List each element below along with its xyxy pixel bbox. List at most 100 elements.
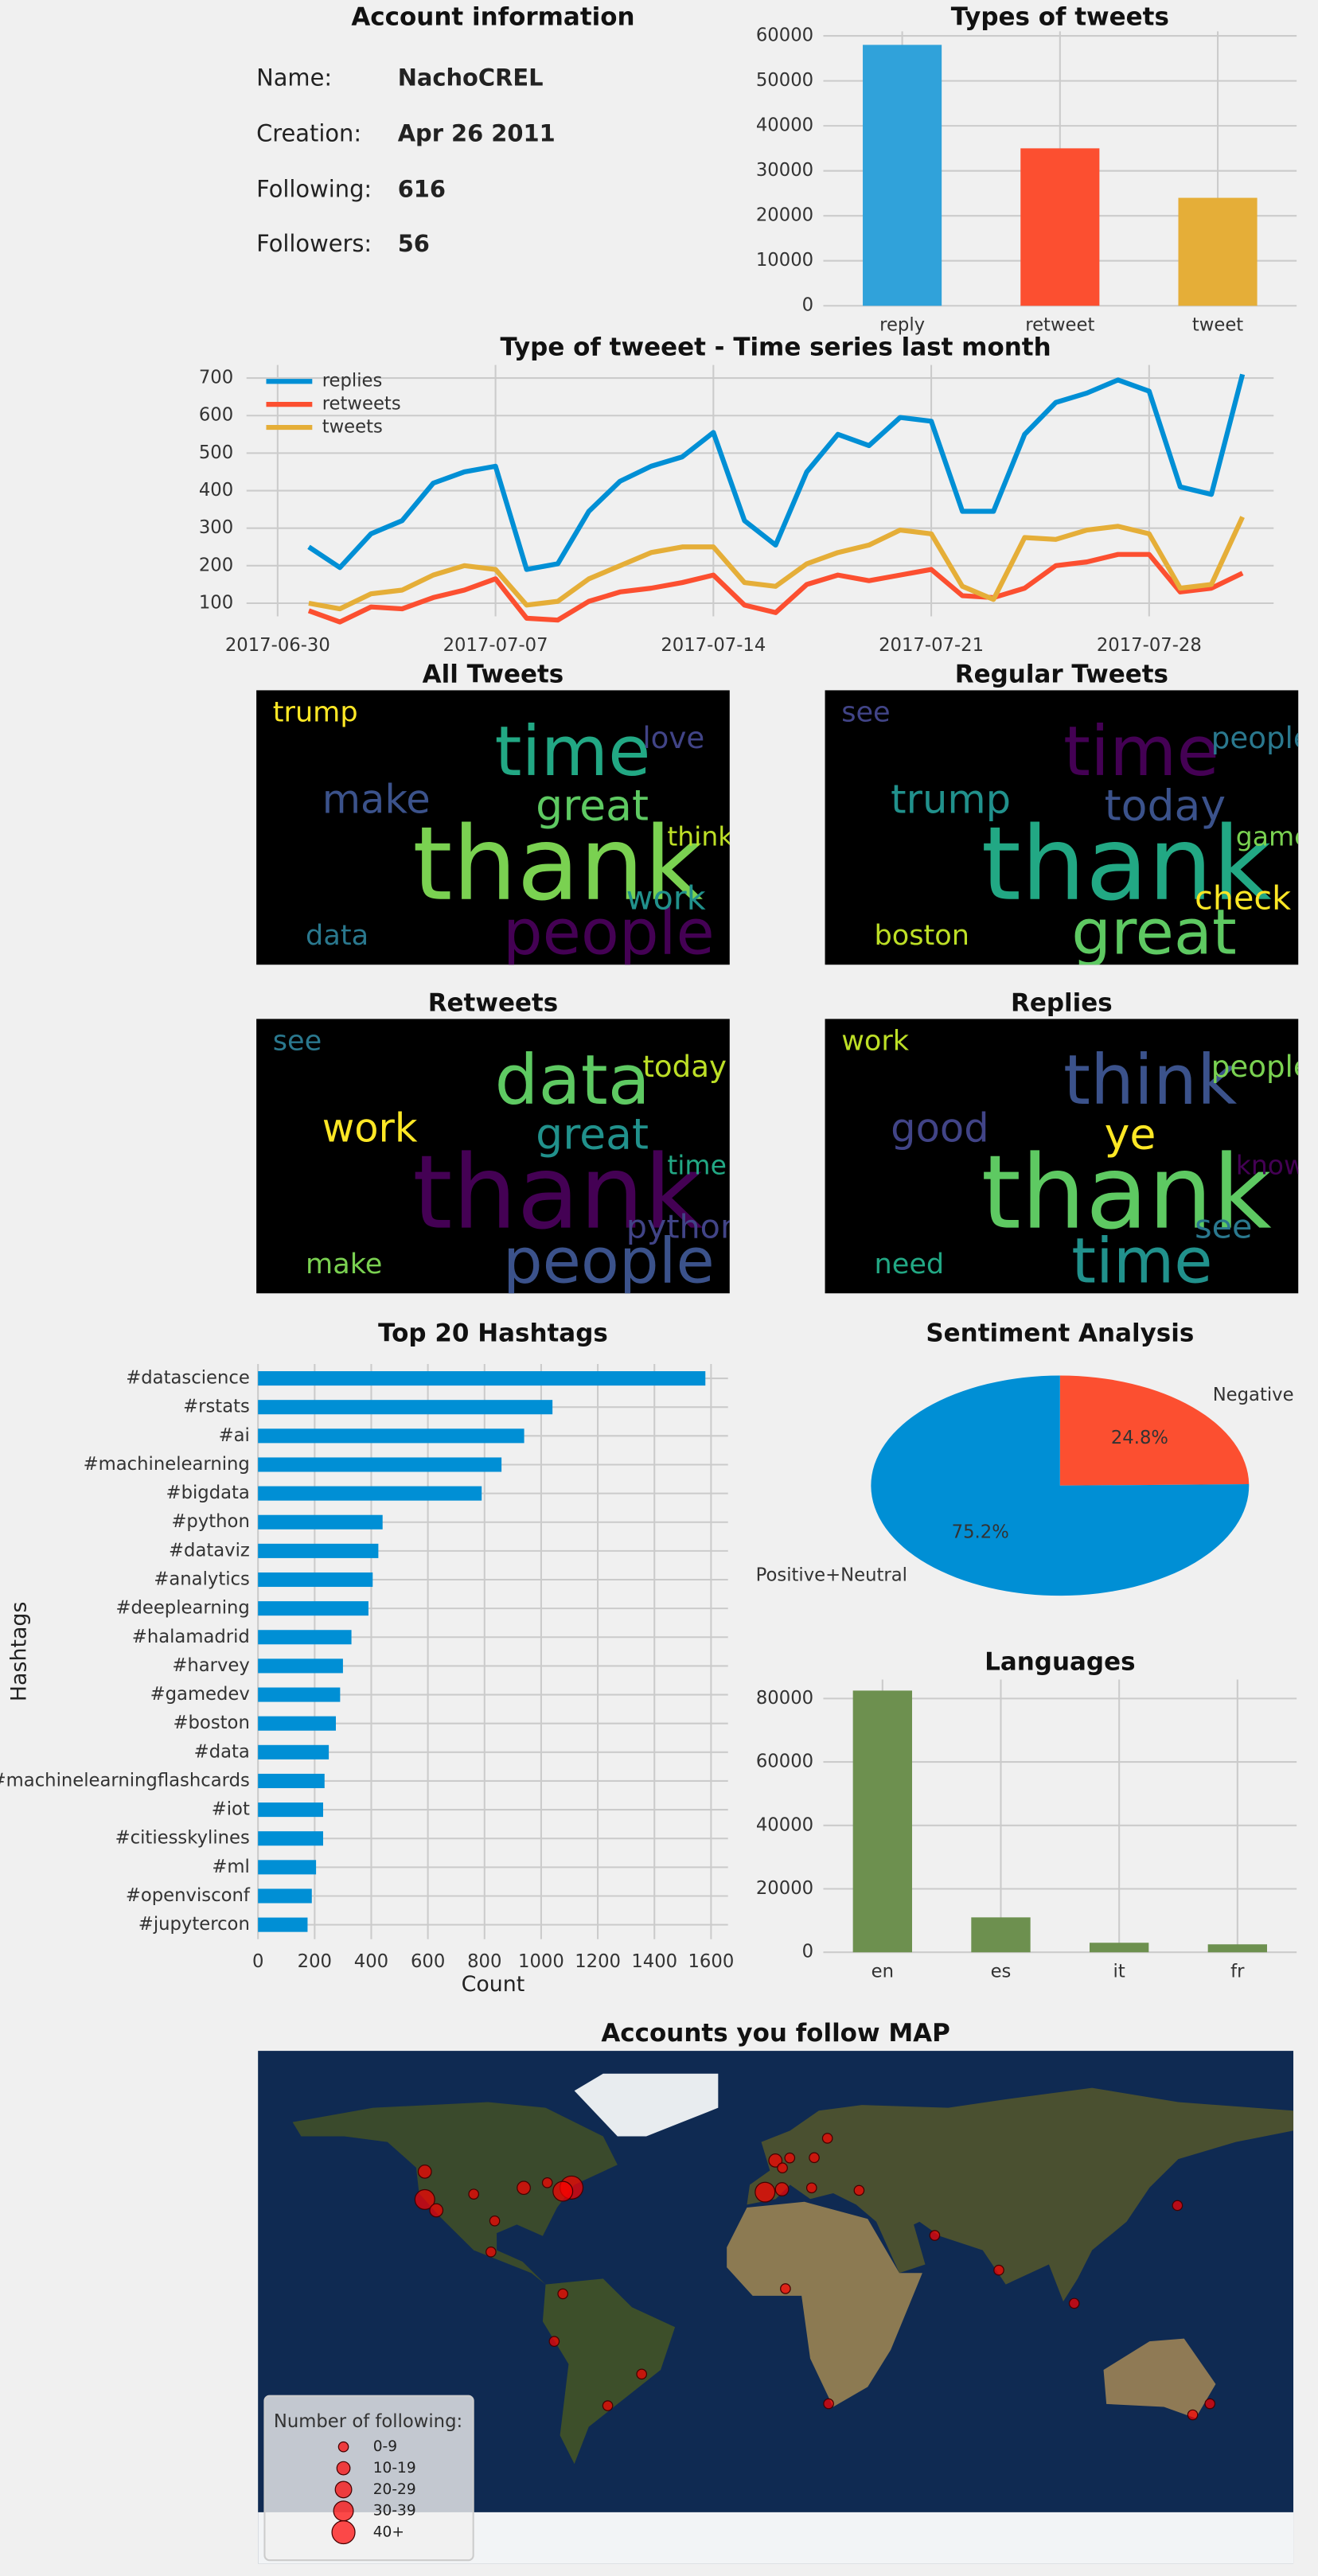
wordcloud-title: Regular Tweets	[955, 660, 1168, 688]
account-value: Apr 26 2011	[398, 120, 556, 147]
y-tick-label: #machinelearning	[84, 1454, 250, 1475]
word: time	[1063, 712, 1219, 792]
y-tick-label: #harvey	[172, 1655, 249, 1676]
map-point	[768, 2153, 783, 2168]
legend-label: replies	[322, 371, 383, 392]
x-tick-label: es	[991, 1961, 1012, 1982]
y-tick-label: 0	[802, 295, 813, 316]
y-tick-label: #bigdata	[166, 1483, 250, 1503]
y-tick-label: #citiesskylines	[115, 1828, 250, 1849]
map-point	[1068, 2297, 1080, 2309]
y-tick-label: #machinelearningflashcards	[0, 1770, 250, 1791]
y-tick-label: #boston	[174, 1713, 250, 1733]
y-tick-label: 100	[199, 592, 233, 613]
word: data	[495, 1041, 650, 1120]
word: need	[874, 1248, 944, 1280]
word: game	[1236, 821, 1311, 852]
y-tick-label: #ai	[219, 1425, 250, 1446]
y-tick-label: #halamadrid	[132, 1627, 250, 1647]
legend-label: 40+	[373, 2524, 404, 2541]
x-tick-label: 1200	[575, 1951, 621, 1972]
x-tick-label: 2017-06-30	[225, 635, 330, 656]
y-tick-label: 700	[199, 368, 233, 388]
bar	[258, 1371, 706, 1386]
bar	[258, 1457, 502, 1472]
word: check	[1195, 879, 1291, 918]
word: great	[1071, 896, 1236, 969]
x-tick-label: en	[872, 1961, 894, 1982]
bar	[971, 1917, 1031, 1953]
y-tick-label: 20000	[756, 205, 813, 226]
legend-label: 30-39	[373, 2503, 416, 2519]
y-tick-label: #dataviz	[169, 1540, 250, 1561]
slice-label: Positive+Neutral	[756, 1565, 907, 1585]
chart-title: Types of tweets	[951, 2, 1169, 31]
bar	[258, 1514, 383, 1530]
y-tick-label: #ml	[212, 1857, 249, 1877]
account-value: NachoCREL	[398, 64, 544, 91]
map-point	[823, 2398, 834, 2410]
x-tick-label: retweet	[1025, 315, 1094, 336]
word: people	[503, 896, 715, 969]
bar	[1178, 197, 1258, 306]
y-tick-label: #python	[171, 1511, 249, 1532]
x-tick-label: 800	[467, 1951, 501, 1972]
word: thank	[412, 805, 703, 924]
word: see	[273, 1024, 322, 1057]
x-tick-label: 600	[411, 1951, 445, 1972]
wordcloud: thank time people great make work trump love dat…	[273, 696, 734, 969]
y-tick-label: #datascience	[126, 1368, 250, 1389]
word: work	[626, 879, 706, 918]
word: boston	[874, 919, 969, 952]
bar	[258, 1744, 330, 1760]
map-point	[821, 2133, 833, 2144]
legend-label: retweets	[322, 394, 401, 415]
word: thank	[981, 805, 1272, 924]
bar	[258, 1572, 373, 1588]
slice-value-label: 75.2%	[952, 1522, 1009, 1542]
y-tick-label: 60000	[756, 25, 813, 46]
landmass	[727, 2201, 922, 2407]
landmass	[1103, 2338, 1216, 2418]
word: great	[536, 781, 649, 831]
bar	[258, 1543, 379, 1558]
y-tick-label: 0	[802, 1942, 813, 1962]
legend-label: tweets	[322, 417, 383, 438]
y-tick-label: 300	[199, 517, 233, 538]
x-tick-label: 2017-07-14	[661, 635, 766, 656]
chart-title: Top 20 Hashtags	[378, 1319, 608, 1347]
legend-label: 10-19	[373, 2460, 416, 2477]
map-point	[414, 2188, 435, 2210]
bar	[258, 1917, 308, 1932]
bar	[258, 1400, 553, 1415]
y-tick-label: 20000	[756, 1878, 813, 1899]
wordcloud: thank data people great work python see today ma…	[273, 1024, 730, 1293]
word: today	[1105, 781, 1226, 831]
word: people	[1211, 1050, 1312, 1084]
wordcloud-bg	[256, 690, 730, 965]
x-tick-label: 2017-07-28	[1097, 635, 1202, 656]
y-tick-label: 30000	[756, 160, 813, 181]
map-point	[468, 2188, 480, 2200]
map-point	[485, 2246, 497, 2258]
y-tick-label: 600	[199, 405, 233, 426]
landmass	[574, 2073, 719, 2137]
word: thank	[981, 1134, 1272, 1253]
map-point	[993, 2264, 1004, 2276]
word: make	[306, 1248, 382, 1280]
map-point	[805, 2182, 817, 2194]
y-tick-label: 80000	[756, 1688, 813, 1709]
legend-label: 0-9	[373, 2438, 397, 2455]
word: time	[1071, 1225, 1212, 1298]
account-info: Name: NachoCREL Creation: Apr 26 2011 Fo…	[256, 64, 556, 257]
account-label: Name:	[256, 64, 332, 91]
map-point	[777, 2162, 788, 2174]
slice-value-label: 24.8%	[1111, 1428, 1168, 1448]
map-title: Accounts you follow MAP	[601, 2019, 950, 2048]
word: think	[667, 821, 734, 852]
pie-slice	[871, 1375, 1250, 1596]
x-tick-label: 1400	[631, 1951, 677, 1972]
map-point	[784, 2152, 796, 2164]
y-tick-label: 40000	[756, 115, 813, 136]
y-tick-label: #openvisconf	[126, 1885, 251, 1906]
